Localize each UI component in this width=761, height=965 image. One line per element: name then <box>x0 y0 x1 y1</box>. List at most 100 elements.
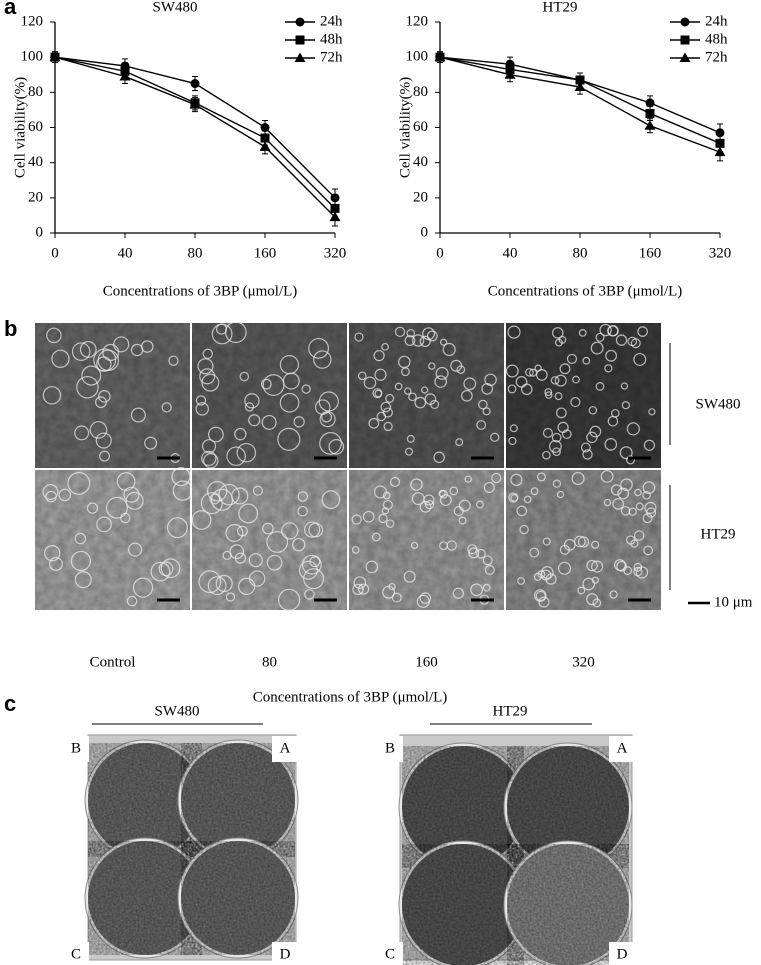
cell <box>554 374 567 387</box>
marker <box>574 81 586 92</box>
cell <box>371 532 381 542</box>
cell <box>561 429 572 440</box>
marker <box>119 71 131 81</box>
cell <box>556 490 565 499</box>
cell <box>248 553 263 568</box>
cell <box>604 438 618 451</box>
panel-label: b <box>4 316 17 341</box>
cell <box>458 499 471 512</box>
well-grain <box>402 746 524 868</box>
cell <box>262 522 274 535</box>
legend-marker <box>680 17 690 27</box>
cell <box>414 396 427 409</box>
cell <box>380 401 392 413</box>
cell <box>46 327 62 344</box>
cell <box>397 355 411 369</box>
cell <box>381 507 390 515</box>
cell <box>304 521 321 538</box>
cell <box>128 542 143 557</box>
x-axis-label: Concentrations of 3BP (μmol/L) <box>103 283 298 299</box>
cell <box>281 522 299 540</box>
cell <box>318 391 339 412</box>
cell <box>607 325 619 337</box>
cell <box>42 484 59 500</box>
cell <box>491 472 502 484</box>
cell <box>519 524 529 535</box>
y-tick-label: 120 <box>21 13 44 29</box>
y-tick-label: 120 <box>406 13 429 29</box>
row-label: SW480 <box>696 396 741 412</box>
cell <box>535 369 548 381</box>
x-tick-label: 40 <box>118 245 133 261</box>
cell <box>609 590 618 599</box>
cell <box>293 416 305 428</box>
cell <box>260 378 272 390</box>
cell <box>442 342 456 357</box>
cell <box>464 475 472 483</box>
label-box <box>63 942 89 965</box>
cell <box>435 366 449 380</box>
cell <box>226 446 246 466</box>
cell <box>96 356 112 372</box>
cell <box>166 517 188 539</box>
cell <box>604 364 613 373</box>
cell <box>476 548 486 559</box>
cell <box>351 514 362 525</box>
cell <box>278 588 301 611</box>
cell <box>644 501 657 514</box>
cell <box>237 577 256 596</box>
cell <box>648 408 656 416</box>
cell <box>635 502 644 511</box>
cell <box>372 388 383 399</box>
marker <box>504 69 516 79</box>
cell <box>357 371 367 381</box>
cell <box>411 334 425 347</box>
cell <box>382 499 393 510</box>
cell <box>591 576 599 584</box>
legend-label: 72h <box>705 49 728 65</box>
cell <box>421 386 429 394</box>
cell <box>383 421 393 432</box>
cell <box>424 499 435 510</box>
y-axis-label: Cell viability(%) <box>12 77 28 178</box>
cell <box>589 425 602 438</box>
cell <box>161 402 172 413</box>
cell <box>463 377 477 391</box>
label-box <box>272 942 298 965</box>
y-tick-label: 40 <box>28 154 43 170</box>
cell <box>304 589 315 600</box>
cell <box>586 431 598 444</box>
y-tick-label: 0 <box>36 224 44 240</box>
cell <box>633 352 647 366</box>
column-label: 80 <box>262 654 277 670</box>
legend-marker <box>295 17 305 27</box>
x-tick-label: 320 <box>324 245 347 261</box>
panel-label: a <box>4 0 17 19</box>
cell <box>198 570 222 594</box>
cell <box>365 560 379 574</box>
legend-label: 24h <box>705 13 728 29</box>
cell <box>266 531 289 553</box>
cell <box>158 561 174 577</box>
series-line <box>439 56 721 153</box>
cell <box>95 432 112 449</box>
well-label: C <box>385 946 395 962</box>
cell <box>482 407 491 416</box>
cell <box>99 450 110 462</box>
y-tick-label: 60 <box>413 119 428 135</box>
label-box <box>609 736 635 762</box>
cell <box>168 355 179 366</box>
panel-b-xlabel: Concentrations of 3BP (μmol/L) <box>253 689 448 705</box>
series-line <box>439 56 721 144</box>
cell <box>577 586 586 595</box>
cell <box>548 439 562 453</box>
cell <box>98 390 111 403</box>
column-label: Control <box>90 654 136 670</box>
cell <box>234 552 247 564</box>
cell <box>319 432 342 455</box>
cell <box>490 432 500 442</box>
well-label: D <box>280 946 291 962</box>
well-grain <box>181 743 295 857</box>
cell <box>542 537 551 546</box>
cell <box>523 495 532 504</box>
